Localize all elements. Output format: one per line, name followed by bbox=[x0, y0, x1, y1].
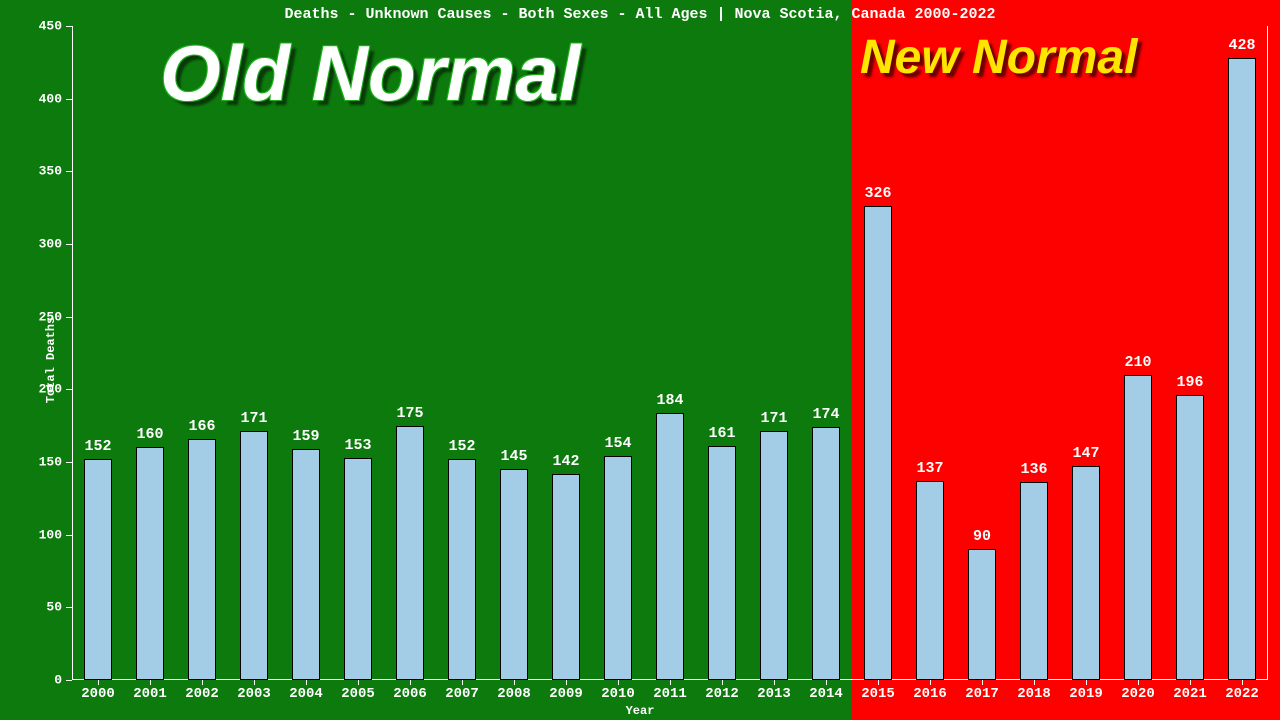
x-tick-label: 2001 bbox=[133, 680, 167, 702]
x-tick-label: 2016 bbox=[913, 680, 947, 702]
bar bbox=[864, 206, 893, 680]
y-tick-label: 250 bbox=[39, 309, 72, 324]
bar-value-label: 210 bbox=[1124, 354, 1151, 371]
bar bbox=[1176, 395, 1205, 680]
x-tick-label: 2007 bbox=[445, 680, 479, 702]
bar-value-label: 137 bbox=[916, 460, 943, 477]
bar-value-label: 171 bbox=[760, 410, 787, 427]
y-tick-label: 450 bbox=[39, 19, 72, 34]
bar bbox=[188, 439, 217, 680]
bar bbox=[240, 431, 269, 680]
x-tick-label: 2002 bbox=[185, 680, 219, 702]
bar-value-label: 166 bbox=[188, 418, 215, 435]
x-tick-label: 2015 bbox=[861, 680, 895, 702]
y-tick-label: 400 bbox=[39, 91, 72, 106]
x-tick-label: 2012 bbox=[705, 680, 739, 702]
x-tick-label: 2010 bbox=[601, 680, 635, 702]
bar-value-label: 184 bbox=[656, 392, 683, 409]
y-tick-label: 300 bbox=[39, 237, 72, 252]
x-axis-label: Year bbox=[0, 704, 1280, 718]
x-tick-label: 2020 bbox=[1121, 680, 1155, 702]
bar-value-label: 90 bbox=[973, 528, 991, 545]
bar-value-label: 159 bbox=[292, 428, 319, 445]
x-tick-label: 2011 bbox=[653, 680, 687, 702]
bar-value-label: 154 bbox=[604, 435, 631, 452]
bar-value-label: 160 bbox=[136, 426, 163, 443]
x-tick-label: 2013 bbox=[757, 680, 791, 702]
bar bbox=[812, 427, 841, 680]
bar bbox=[604, 456, 633, 680]
x-tick-label: 2005 bbox=[341, 680, 375, 702]
bar-value-label: 175 bbox=[396, 405, 423, 422]
bar-value-label: 428 bbox=[1228, 37, 1255, 54]
y-tick-label: 0 bbox=[54, 673, 72, 688]
x-tick-label: 2017 bbox=[965, 680, 999, 702]
bar bbox=[292, 449, 321, 680]
x-tick-label: 2000 bbox=[81, 680, 115, 702]
x-tick-label: 2006 bbox=[393, 680, 427, 702]
bar bbox=[708, 446, 737, 680]
bar-value-label: 153 bbox=[344, 437, 371, 454]
bar-value-label: 152 bbox=[84, 438, 111, 455]
bar-value-label: 136 bbox=[1020, 461, 1047, 478]
bar bbox=[916, 481, 945, 680]
x-tick-label: 2018 bbox=[1017, 680, 1051, 702]
y-tick-label: 50 bbox=[46, 600, 72, 615]
bar bbox=[136, 447, 165, 680]
bar-value-label: 326 bbox=[864, 185, 891, 202]
bar-value-label: 171 bbox=[240, 410, 267, 427]
y-tick-label: 150 bbox=[39, 455, 72, 470]
x-tick-label: 2004 bbox=[289, 680, 323, 702]
bar bbox=[552, 474, 581, 680]
x-tick-label: 2009 bbox=[549, 680, 583, 702]
bar bbox=[84, 459, 113, 680]
bar bbox=[1072, 466, 1101, 680]
bar bbox=[396, 426, 425, 680]
y-axis-line bbox=[72, 26, 73, 680]
y-tick-label: 350 bbox=[39, 164, 72, 179]
y-axis-line-right bbox=[1267, 26, 1268, 680]
x-tick-label: 2003 bbox=[237, 680, 271, 702]
x-tick-label: 2008 bbox=[497, 680, 531, 702]
x-tick-label: 2021 bbox=[1173, 680, 1207, 702]
y-tick-label: 100 bbox=[39, 527, 72, 542]
x-tick-label: 2019 bbox=[1069, 680, 1103, 702]
bar-value-label: 142 bbox=[552, 453, 579, 470]
bar bbox=[448, 459, 477, 680]
x-tick-label: 2022 bbox=[1225, 680, 1259, 702]
bar-value-label: 152 bbox=[448, 438, 475, 455]
bar bbox=[1228, 58, 1257, 680]
bar bbox=[344, 458, 373, 680]
x-tick-label: 2014 bbox=[809, 680, 843, 702]
bar-value-label: 145 bbox=[500, 448, 527, 465]
bar bbox=[500, 469, 529, 680]
chart-canvas: Deaths - Unknown Causes - Both Sexes - A… bbox=[0, 0, 1280, 720]
bar bbox=[760, 431, 789, 680]
y-tick-label: 200 bbox=[39, 382, 72, 397]
bar bbox=[656, 413, 685, 680]
bar bbox=[968, 549, 997, 680]
plot-area: 0501001502002503003504004501522000160200… bbox=[72, 26, 1268, 680]
bar bbox=[1124, 375, 1153, 680]
bar-value-label: 196 bbox=[1176, 374, 1203, 391]
bar bbox=[1020, 482, 1049, 680]
bar-value-label: 174 bbox=[812, 406, 839, 423]
bar-value-label: 147 bbox=[1072, 445, 1099, 462]
bar-value-label: 161 bbox=[708, 425, 735, 442]
chart-title: Deaths - Unknown Causes - Both Sexes - A… bbox=[0, 6, 1280, 23]
